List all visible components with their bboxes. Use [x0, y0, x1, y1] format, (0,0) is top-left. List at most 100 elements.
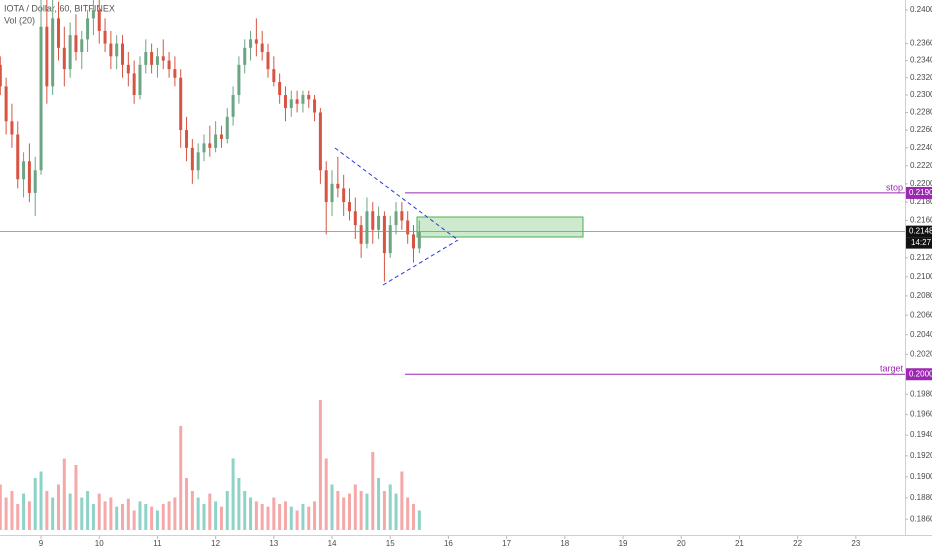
candle-body: [62, 47, 66, 70]
volume-bar: [278, 504, 282, 530]
x-tick-label: 15: [386, 539, 395, 548]
candle-body: [412, 234, 416, 249]
volume-bar: [249, 497, 253, 530]
level-price-label: 0.2190: [909, 188, 932, 197]
candle-body: [16, 134, 20, 180]
triangle-lower: [382, 239, 459, 286]
candle-body: [353, 211, 357, 226]
candle-body: [301, 95, 305, 104]
candle-body: [74, 35, 78, 53]
volume-bar: [138, 501, 142, 530]
candle-body: [377, 215, 381, 230]
volume-bar: [97, 493, 101, 530]
volume-bar: [196, 497, 200, 530]
candle-body: [97, 10, 101, 31]
volume-bar: [22, 493, 26, 530]
volume-bar: [382, 491, 386, 530]
volume-bar: [126, 498, 130, 530]
candle-body: [394, 211, 398, 226]
candle-body: [196, 152, 200, 171]
candle-body: [406, 220, 410, 235]
volume-bar: [173, 497, 177, 530]
candle-body: [278, 82, 282, 96]
volume-bar: [202, 504, 206, 530]
volume-bar: [167, 501, 171, 530]
volume-bar: [365, 493, 369, 530]
candle-body: [155, 56, 159, 65]
candle-body: [266, 52, 270, 70]
volume-bar: [394, 493, 398, 530]
candle-body: [27, 161, 31, 193]
volume-bar: [295, 510, 299, 530]
volume-bar: [45, 491, 49, 530]
candle-body: [10, 121, 14, 135]
candle-body: [121, 43, 125, 65]
candle-body: [150, 52, 154, 65]
volume-bar: [353, 484, 357, 530]
position-box: [416, 216, 584, 238]
x-tick-label: 23: [851, 539, 860, 548]
candle-body: [272, 69, 276, 83]
candle-body: [295, 99, 299, 104]
candle-body: [68, 35, 72, 70]
x-tick-label: 17: [502, 539, 511, 548]
volume-bar: [272, 497, 276, 530]
volume-bar: [74, 465, 78, 530]
volume-bar: [10, 491, 14, 530]
candle-body: [202, 143, 206, 153]
volume-bar: [91, 504, 95, 530]
volume-bar: [4, 497, 8, 530]
candle-body: [144, 52, 148, 65]
volume-bar: [115, 506, 119, 530]
last-price-label: 0.2148: [909, 227, 932, 236]
candle-body: [109, 43, 113, 57]
volume-bar: [103, 501, 107, 530]
volume-bar: [412, 504, 416, 530]
volume-bar: [307, 506, 311, 530]
volume-bar: [144, 504, 148, 530]
countdown-label: 14:27: [911, 238, 932, 247]
candle-body: [342, 188, 346, 203]
candle-body: [254, 39, 258, 44]
x-tick-label: 20: [677, 539, 686, 548]
drawings: [334, 147, 584, 286]
candle-body: [307, 95, 311, 100]
candle-body: [347, 202, 351, 212]
volume-bar: [132, 510, 136, 530]
volume-bar: [68, 493, 72, 530]
candle-body: [51, 18, 55, 87]
volume-bar: [214, 501, 218, 530]
volume-bar: [86, 491, 90, 530]
volume-bar: [301, 504, 305, 530]
candle-body: [167, 60, 171, 70]
volume-bar: [150, 506, 154, 530]
volume-bar: [62, 458, 66, 530]
x-tick-label: 21: [735, 539, 744, 548]
candle-body: [80, 39, 84, 53]
volume-bar: [179, 426, 183, 530]
candle-body: [249, 39, 253, 48]
x-tick-label: 18: [560, 539, 569, 548]
volume-bar: [243, 491, 247, 530]
candle-body: [22, 161, 26, 180]
x-tick-label: 11: [153, 539, 162, 548]
candle-body: [313, 99, 317, 113]
candle-body: [190, 147, 194, 171]
level-price-box: [906, 368, 932, 381]
candle-body: [260, 43, 264, 53]
candle-body: [243, 47, 247, 65]
volume-bar: [330, 484, 334, 530]
